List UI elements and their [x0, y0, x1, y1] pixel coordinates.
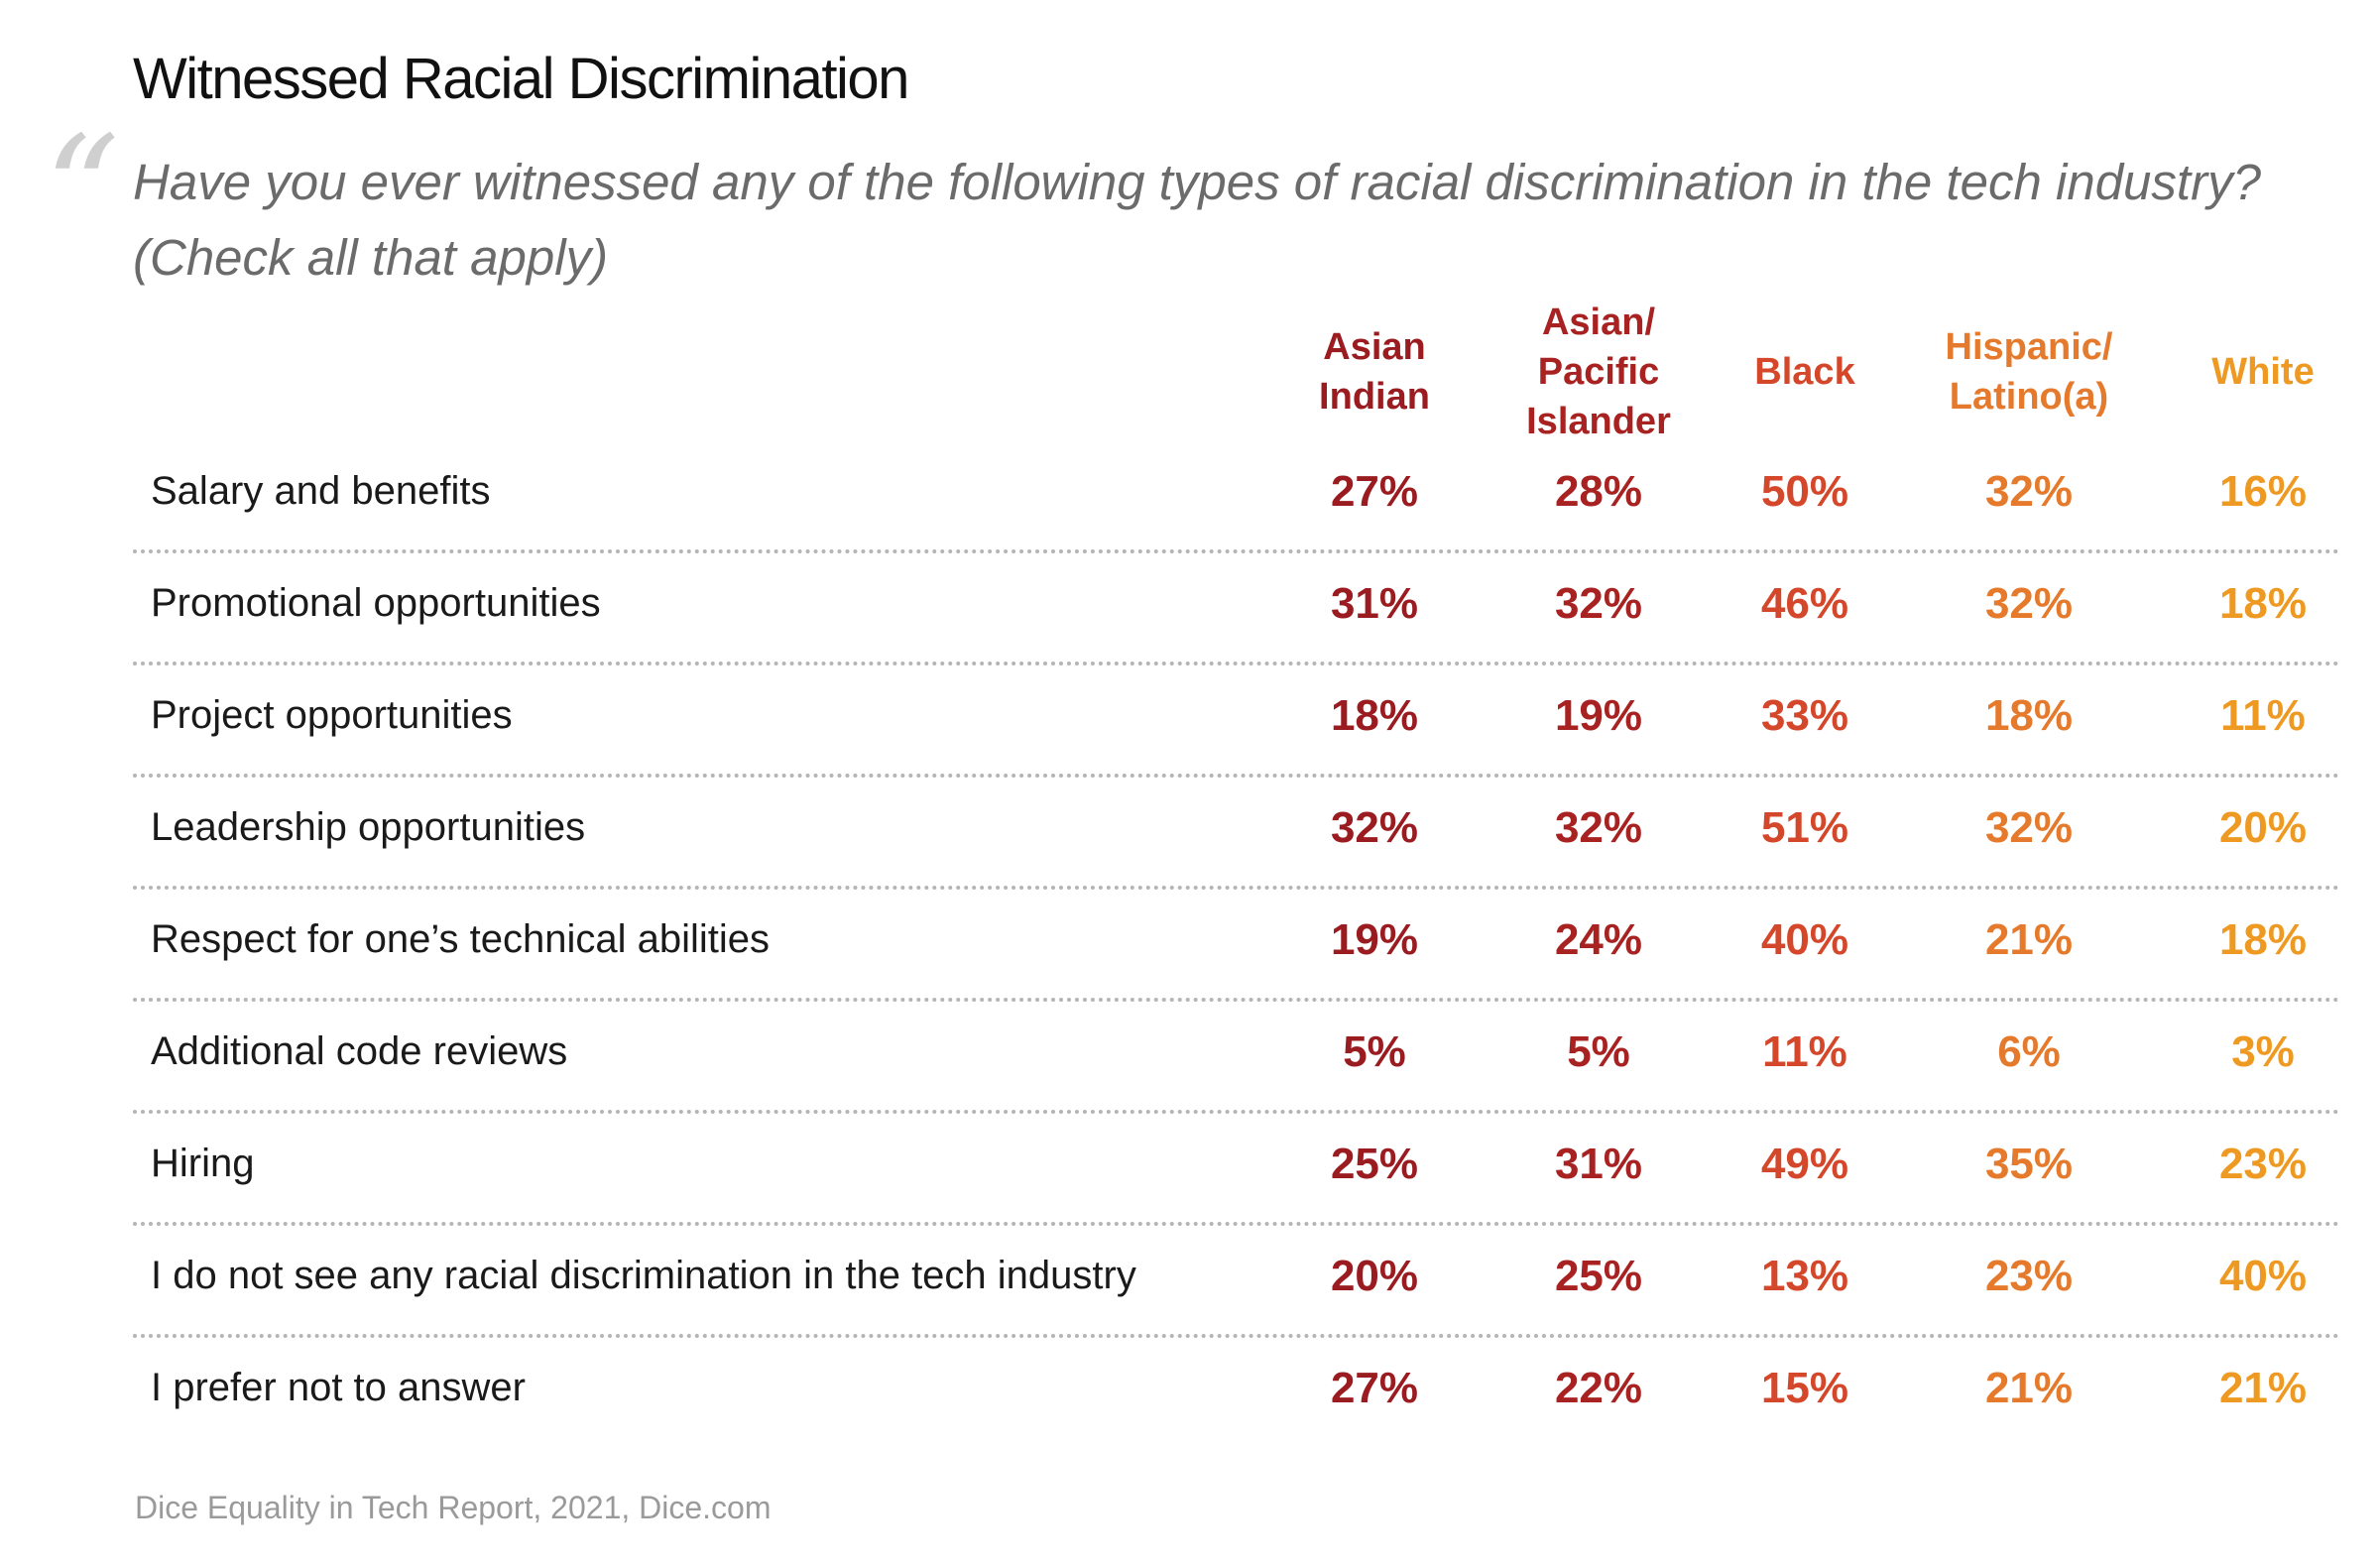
- column-header: Asian Indian: [1319, 326, 1430, 418]
- row-label: I prefer not to answer: [151, 1366, 526, 1409]
- value-cell: 23%: [2218, 1140, 2308, 1188]
- value-cell: 18%: [1330, 691, 1419, 740]
- value-cell: 13%: [1760, 1252, 1849, 1300]
- value-cell: 32%: [1554, 579, 1643, 628]
- value-cell: 21%: [2218, 1364, 2308, 1412]
- column-header: Asian/ Pacific Islander: [1526, 301, 1671, 442]
- row-label: I do not see any racial discrimination i…: [151, 1254, 1136, 1297]
- value-cell: 27%: [1330, 1364, 1419, 1412]
- value-cell: 32%: [1984, 579, 2074, 628]
- value-cell: 51%: [1760, 803, 1849, 852]
- column-header: Black: [1754, 351, 1855, 393]
- value-cell: 40%: [1760, 915, 1849, 964]
- row-label: Additional code reviews: [151, 1029, 568, 1073]
- value-cell: 6%: [1997, 1027, 2061, 1076]
- value-cell: 31%: [1330, 579, 1419, 628]
- value-cell: 21%: [1984, 915, 2074, 964]
- value-cell: 19%: [1554, 691, 1643, 740]
- value-cell: 25%: [1554, 1252, 1643, 1300]
- table-row: Salary and benefits 27% 28% 50% 32% 16%: [133, 441, 2340, 553]
- value-cell: 3%: [2231, 1027, 2295, 1076]
- table-row: Additional code reviews 5% 5% 11% 6% 3%: [133, 1002, 2340, 1114]
- survey-question: Have you ever witnessed any of the follo…: [133, 154, 2261, 286]
- column-header: White: [2211, 351, 2315, 393]
- value-cell: 28%: [1554, 467, 1643, 516]
- value-cell: 24%: [1554, 915, 1643, 964]
- table-row: Respect for one’s technical abilities 19%…: [133, 890, 2340, 1002]
- row-label: Project opportunities: [151, 693, 513, 737]
- value-cell: 20%: [1330, 1252, 1419, 1300]
- value-cell: 46%: [1760, 579, 1849, 628]
- value-cell: 35%: [1984, 1140, 2074, 1188]
- quote-mark-icon: “: [44, 105, 120, 278]
- source-note: Dice Equality in Tech Report, 2021, Dice…: [135, 1490, 772, 1525]
- value-cell: 11%: [2220, 691, 2306, 740]
- value-cell: 21%: [1984, 1364, 2074, 1412]
- chart-title: Witnessed Racial Discrimination: [133, 47, 909, 111]
- table-row: I prefer not to answer 27% 22% 15% 21% 21%: [133, 1338, 2340, 1450]
- value-cell: 16%: [2218, 467, 2308, 516]
- value-cell: 32%: [1984, 467, 2074, 516]
- value-cell: 49%: [1760, 1140, 1849, 1188]
- value-cell: 32%: [1330, 803, 1419, 852]
- table-row: Promotional opportunities 31% 32% 46% 32% 18%: [133, 553, 2340, 665]
- value-cell: 20%: [2218, 803, 2308, 852]
- value-cell: 50%: [1760, 467, 1849, 516]
- table-row: I do not see any racial discrimination i…: [133, 1226, 2340, 1338]
- value-cell: 19%: [1330, 915, 1419, 964]
- value-cell: 5%: [1343, 1027, 1406, 1076]
- row-label: Leadership opportunities: [151, 805, 586, 849]
- value-cell: 27%: [1330, 467, 1419, 516]
- table-row: Hiring 25% 31% 49% 35% 23%: [133, 1114, 2340, 1226]
- column-header: Hispanic/ Latino(a): [1945, 326, 2113, 418]
- row-label: Respect for one’s technical abilities: [151, 917, 771, 961]
- value-cell: 22%: [1554, 1364, 1643, 1412]
- value-cell: 32%: [1984, 803, 2074, 852]
- value-cell: 25%: [1330, 1140, 1419, 1188]
- row-label: Hiring: [151, 1142, 255, 1185]
- row-label: Salary and benefits: [151, 469, 491, 513]
- row-label: Promotional opportunities: [151, 581, 601, 625]
- value-cell: 15%: [1760, 1364, 1849, 1412]
- value-cell: 5%: [1567, 1027, 1630, 1076]
- value-cell: 31%: [1554, 1140, 1643, 1188]
- value-cell: 18%: [2218, 915, 2308, 964]
- table-row: Leadership opportunities 32% 32% 51% 32% 20%: [133, 778, 2340, 890]
- value-cell: 32%: [1554, 803, 1643, 852]
- value-cell: 18%: [1984, 691, 2074, 740]
- value-cell: 18%: [2218, 579, 2308, 628]
- value-cell: 40%: [2218, 1252, 2308, 1300]
- value-cell: 23%: [1984, 1252, 2074, 1300]
- table-row: Project opportunities 18% 19% 33% 18% 11%: [133, 665, 2340, 778]
- value-cell: 11%: [1762, 1027, 1847, 1076]
- value-cell: 33%: [1760, 691, 1849, 740]
